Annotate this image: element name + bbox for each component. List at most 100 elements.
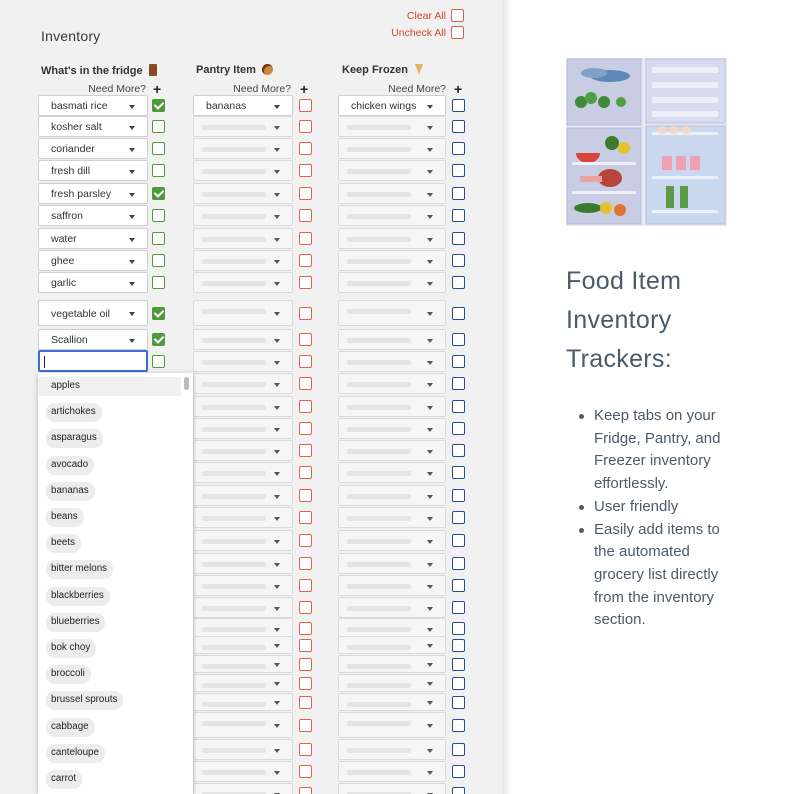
frozen-item-select[interactable]: chicken wings: [338, 95, 446, 116]
dropdown-option[interactable]: avocado: [46, 455, 95, 475]
frozen-item-select[interactable]: [338, 597, 446, 618]
fridge-item-select[interactable]: fresh dill: [38, 160, 148, 181]
fridge-item-select[interactable]: saffron: [38, 205, 148, 226]
pantry-item-select[interactable]: [193, 553, 293, 574]
pantry-item-select[interactable]: [193, 160, 293, 181]
frozen-item-select[interactable]: [338, 693, 446, 711]
pantry-item-select[interactable]: [193, 507, 293, 528]
dropdown-option[interactable]: bitter melons: [46, 560, 114, 580]
pantry-need-more-checkbox[interactable]: [299, 579, 312, 592]
frozen-need-more-checkbox[interactable]: [452, 489, 465, 502]
pantry-item-select[interactable]: [193, 712, 293, 738]
pantry-need-more-checkbox[interactable]: [299, 99, 312, 112]
frozen-need-more-checkbox[interactable]: [452, 743, 465, 756]
frozen-need-more-checkbox[interactable]: [452, 120, 465, 133]
frozen-need-more-checkbox[interactable]: [452, 677, 465, 690]
pantry-item-select[interactable]: [193, 693, 293, 711]
fridge-item-select[interactable]: fresh parsley: [38, 183, 148, 204]
frozen-item-select[interactable]: [338, 373, 446, 394]
fridge-item-select[interactable]: water: [38, 228, 148, 249]
clear-all-checkbox[interactable]: [451, 9, 464, 22]
pantry-need-more-checkbox[interactable]: [299, 489, 312, 502]
fridge-need-more-checkbox[interactable]: [152, 164, 165, 177]
pantry-need-more-checkbox[interactable]: [299, 422, 312, 435]
pantry-item-select[interactable]: [193, 272, 293, 293]
pantry-need-more-checkbox[interactable]: [299, 400, 312, 413]
dropdown-option[interactable]: beets: [46, 534, 81, 554]
pantry-need-more-checkbox[interactable]: [299, 209, 312, 222]
frozen-need-more-checkbox[interactable]: [452, 787, 465, 794]
pantry-item-select[interactable]: [193, 440, 293, 461]
frozen-need-more-checkbox[interactable]: [452, 209, 465, 222]
frozen-need-more-checkbox[interactable]: [452, 658, 465, 671]
frozen-item-select[interactable]: [338, 712, 446, 738]
frozen-need-more-checkbox[interactable]: [452, 622, 465, 635]
dropdown-option[interactable]: blueberries: [46, 612, 106, 632]
pantry-need-more-checkbox[interactable]: [299, 719, 312, 732]
pantry-need-more-checkbox[interactable]: [299, 743, 312, 756]
fridge-need-more-checkbox[interactable]: [152, 99, 165, 112]
uncheck-all-checkbox[interactable]: [451, 26, 464, 39]
pantry-item-select[interactable]: [193, 116, 293, 137]
frozen-need-more-checkbox[interactable]: [452, 142, 465, 155]
pantry-item-select[interactable]: [193, 655, 293, 673]
clear-all-link[interactable]: Clear All: [406, 10, 446, 22]
pantry-need-more-checkbox[interactable]: [299, 187, 312, 200]
frozen-need-more-checkbox[interactable]: [452, 466, 465, 479]
dropdown-option[interactable]: apples: [38, 377, 181, 396]
frozen-item-select[interactable]: [338, 655, 446, 673]
frozen-need-more-checkbox[interactable]: [452, 557, 465, 570]
pantry-item-select[interactable]: [193, 783, 293, 794]
dropdown-option[interactable]: artichokes: [46, 403, 102, 423]
pantry-item-select[interactable]: [193, 351, 293, 372]
pantry-need-more-checkbox[interactable]: [299, 696, 312, 709]
frozen-item-select[interactable]: [338, 530, 446, 551]
pantry-need-more-checkbox[interactable]: [299, 534, 312, 547]
pantry-need-more-checkbox[interactable]: [299, 377, 312, 390]
frozen-add-icon[interactable]: +: [454, 81, 463, 97]
pantry-need-more-checkbox[interactable]: [299, 557, 312, 570]
dropdown-option[interactable]: canteloupe: [46, 743, 105, 763]
frozen-item-select[interactable]: [338, 418, 446, 439]
fridge-item-select[interactable]: Scallion: [38, 329, 148, 350]
frozen-item-select[interactable]: [338, 761, 446, 782]
pantry-item-select[interactable]: [193, 300, 293, 326]
pantry-item-select[interactable]: [193, 138, 293, 159]
frozen-item-select[interactable]: [338, 462, 446, 483]
frozen-item-select[interactable]: [338, 485, 446, 506]
pantry-item-select[interactable]: [193, 674, 293, 692]
pantry-need-more-checkbox[interactable]: [299, 601, 312, 614]
pantry-need-more-checkbox[interactable]: [299, 787, 312, 794]
fridge-need-more-checkbox[interactable]: [152, 355, 165, 368]
frozen-need-more-checkbox[interactable]: [452, 164, 465, 177]
fridge-item-select[interactable]: vegetable oil: [38, 300, 148, 326]
pantry-add-icon[interactable]: +: [300, 81, 309, 97]
pantry-need-more-checkbox[interactable]: [299, 622, 312, 635]
fridge-need-more-checkbox[interactable]: [152, 232, 165, 245]
item-suggestion-dropdown[interactable]: apples artichokes asparagus avocado bananas b…: [38, 373, 193, 794]
frozen-need-more-checkbox[interactable]: [452, 333, 465, 346]
pantry-item-select[interactable]: [193, 636, 293, 654]
fridge-need-more-checkbox[interactable]: [152, 333, 165, 346]
frozen-item-select[interactable]: [338, 553, 446, 574]
frozen-item-select[interactable]: [338, 272, 446, 293]
pantry-need-more-checkbox[interactable]: [299, 254, 312, 267]
frozen-need-more-checkbox[interactable]: [452, 276, 465, 289]
frozen-item-select[interactable]: [338, 329, 446, 350]
dropdown-option[interactable]: bananas: [46, 481, 95, 501]
frozen-item-select[interactable]: [338, 183, 446, 204]
pantry-item-select[interactable]: [193, 396, 293, 417]
dropdown-option[interactable]: brussel sprouts: [46, 691, 124, 711]
frozen-need-more-checkbox[interactable]: [452, 355, 465, 368]
pantry-item-select[interactable]: [193, 329, 293, 350]
dropdown-option[interactable]: beans: [46, 508, 84, 527]
frozen-need-more-checkbox[interactable]: [452, 639, 465, 652]
frozen-item-select[interactable]: [338, 507, 446, 528]
pantry-item-select[interactable]: [193, 485, 293, 506]
fridge-need-more-checkbox[interactable]: [152, 120, 165, 133]
new-item-input[interactable]: [38, 350, 148, 372]
pantry-item-select[interactable]: bananas: [193, 95, 293, 116]
pantry-item-select[interactable]: [193, 373, 293, 394]
pantry-need-more-checkbox[interactable]: [299, 142, 312, 155]
pantry-need-more-checkbox[interactable]: [299, 355, 312, 368]
